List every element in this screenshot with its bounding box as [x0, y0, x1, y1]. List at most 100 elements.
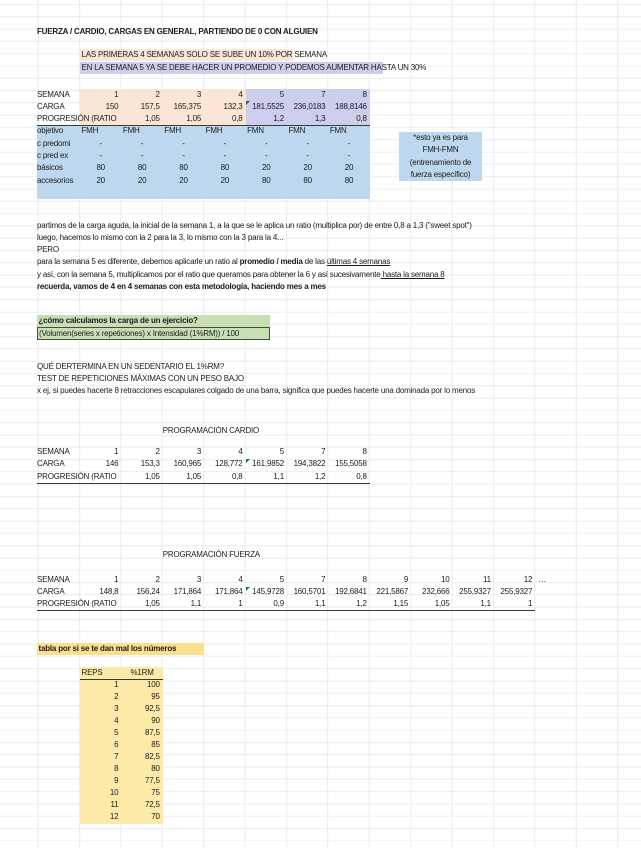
fuerza-cell-r1-c11[interactable]: 255,9327: [500, 587, 533, 597]
rm-reps-cell-4[interactable]: 4: [114, 716, 119, 726]
t1-cell-r4-c1[interactable]: -: [99, 138, 102, 148]
fuerza-cell-r1-c10[interactable]: 255,9327: [459, 587, 491, 597]
fuerza-cell-r1-c8[interactable]: 221,5867: [376, 587, 409, 597]
t1-label-3[interactable]: objetivo: [37, 126, 63, 136]
sedentario-line-2[interactable]: TEST DE REPETICIONES MÁXIMAS CON UN PESO…: [37, 374, 244, 384]
t1-cell-r0-c5[interactable]: 5: [279, 89, 284, 99]
t1-cell-r4-c3[interactable]: -: [182, 138, 185, 148]
fuerza-cell-r0-c6[interactable]: 7: [321, 574, 326, 584]
t1-cell-r0-c7[interactable]: 8: [362, 89, 367, 99]
rm-reps-cell-2[interactable]: 2: [114, 692, 119, 702]
rm-reps-cell-12[interactable]: 12: [109, 812, 119, 822]
t1-label-4[interactable]: c predomi: [37, 138, 71, 148]
t1-cell-r0-c1[interactable]: 1: [114, 89, 119, 99]
t1-cell-r4-c4[interactable]: -: [223, 138, 227, 148]
rm-pct-cell-1[interactable]: 100: [147, 680, 160, 690]
fuerza-cell-r2-c11[interactable]: 1: [528, 599, 533, 609]
t1-cell-r2-c7[interactable]: 0,8: [356, 114, 367, 124]
t1-cell-r5-c3[interactable]: -: [182, 151, 185, 161]
t1-cell-r1-c3[interactable]: 165,375: [173, 101, 202, 111]
t1-cell-r4-c6[interactable]: -: [306, 138, 309, 148]
t1-cell-r1-c1[interactable]: 150: [105, 101, 119, 111]
rm-pct-cell-8[interactable]: 80: [151, 764, 160, 774]
carga-formula-cell[interactable]: (Volumen(series x repeticiones) x Intens…: [39, 328, 240, 338]
explanation-line-4[interactable]: para la semana 5 es diferente, debemos a…: [37, 256, 472, 268]
rm-pct-cell-11[interactable]: 72,5: [145, 800, 160, 810]
fuerza-cell-r0-c1[interactable]: 1: [114, 574, 119, 584]
t1-cell-r2-c6[interactable]: 1,3: [314, 114, 326, 124]
rm-pct-cell-10[interactable]: 75: [151, 788, 160, 798]
fuerza-cell-r0-c8[interactable]: 9: [403, 574, 409, 584]
t1-cell-r3-c1[interactable]: FMH: [81, 126, 99, 136]
fuerza-cell-r0-c11[interactable]: 12: [523, 574, 533, 584]
t1-cell-r3-c5[interactable]: FMN: [247, 126, 264, 136]
t1-cell-r3-c3[interactable]: FMH: [164, 126, 182, 136]
t1-cell-r5-c1[interactable]: -: [99, 151, 102, 161]
fuerza-cell-r1-c7[interactable]: 192,6841: [334, 587, 367, 597]
cardio-table-title[interactable]: PROGRAMACIÓN CARDIO: [162, 425, 260, 435]
explanation-line-5[interactable]: y así, con la semana 5, multiplicamos po…: [37, 269, 472, 281]
fuerza-cell-r2-c7[interactable]: 1,2: [356, 599, 367, 609]
rm-reps-cell-1[interactable]: 1: [114, 680, 119, 690]
t1-cell-r6-c7[interactable]: 20: [344, 163, 354, 173]
cardio-cell-r0-c6[interactable]: 7: [321, 447, 326, 457]
fuerza-cell-r2-c10[interactable]: 1,1: [480, 599, 491, 609]
rm-header-pct[interactable]: %1RM: [130, 668, 154, 678]
rm-table-caption[interactable]: tabla por si se te dan mal los números: [37, 642, 205, 656]
cardio-cell-r1-c2[interactable]: 153,3: [140, 459, 160, 469]
t1-cell-r1-c2[interactable]: 157,5: [140, 101, 160, 111]
fuerza-cell-r2-c4[interactable]: 1: [238, 599, 243, 609]
fuerza-cell-r1-c1[interactable]: 148,8: [99, 587, 119, 597]
cardio-cell-r0-c5[interactable]: 5: [279, 447, 284, 457]
t1-cell-r0-c6[interactable]: 7: [321, 89, 326, 99]
fuerza-cell-r1-c5[interactable]: 145,9728: [252, 587, 284, 597]
sedentario-line-3[interactable]: x ej, si puedes hacerte 8 retracciones e…: [37, 386, 476, 396]
t1-cell-r2-c4[interactable]: 0,8: [232, 114, 243, 124]
t1-cell-r5-c2[interactable]: -: [140, 151, 144, 161]
fuerza-cell-r0-c2[interactable]: 2: [155, 574, 160, 584]
rm-pct-cell-2[interactable]: 95: [151, 692, 160, 702]
cardio-cell-r2-c3[interactable]: 1,05: [186, 471, 202, 481]
fuerza-cell-r0-c9[interactable]: 10: [441, 574, 450, 584]
t1-cell-r6-c5[interactable]: 20: [262, 163, 271, 173]
t1-cell-r6-c2[interactable]: 80: [137, 163, 147, 173]
t1-cell-r5-c5[interactable]: -: [265, 151, 268, 161]
cardio-cell-r0-c2[interactable]: 2: [155, 447, 160, 457]
t1-cell-r1-c4[interactable]: 132,3: [223, 101, 243, 111]
cardio-cell-r1-c3[interactable]: 160,965: [173, 459, 202, 469]
rm-pct-cell-7[interactable]: 82,5: [145, 752, 160, 762]
cardio-cell-r1-c1[interactable]: 146: [105, 459, 119, 469]
fuerza-cell-r0-c5[interactable]: 5: [279, 574, 284, 584]
fuerza-cell-r1-c4[interactable]: 171,864: [215, 587, 243, 597]
fuerza-label-0[interactable]: SEMANA: [37, 574, 70, 584]
t1-cell-r5-c6[interactable]: -: [306, 151, 309, 161]
fuerza-table-title[interactable]: PROGRAMACIÓN FUERZA: [162, 549, 260, 559]
cardio-cell-r1-c5[interactable]: 161,9852: [252, 459, 284, 469]
cardio-cell-r2-c5[interactable]: 1,1: [273, 471, 284, 481]
note-first-4-weeks[interactable]: LAS PRIMERAS 4 SEMANAS SOLO SE SUBE UN 1…: [80, 49, 327, 62]
fuerza-label-1[interactable]: CARGA: [37, 587, 65, 597]
t1-cell-r7-c3[interactable]: 20: [179, 175, 188, 185]
t1-cell-r6-c3[interactable]: 80: [179, 163, 188, 173]
t1-cell-r1-c6[interactable]: 236,0183: [293, 101, 326, 111]
rm-reps-cell-5[interactable]: 5: [114, 728, 119, 738]
fuerza-cell-r0-c7[interactable]: 8: [362, 574, 367, 584]
t1-cell-r0-c3[interactable]: 3: [196, 89, 202, 99]
cardio-cell-r0-c3[interactable]: 3: [196, 447, 202, 457]
t1-cell-r6-c4[interactable]: 80: [220, 163, 230, 173]
t1-label-0[interactable]: SEMANA: [37, 89, 70, 99]
fuerza-cell-r1-c9[interactable]: 232,666: [421, 587, 450, 597]
cardio-cell-r2-c4[interactable]: 0,8: [232, 471, 243, 481]
fuerza-cell-r2-c8[interactable]: 1,15: [393, 599, 409, 609]
cardio-cell-r1-c4[interactable]: 128,772: [215, 459, 243, 469]
t1-cell-r5-c4[interactable]: -: [223, 151, 227, 161]
cardio-label-2[interactable]: PROGRESIÓN (RATIO: [37, 471, 117, 481]
t1-cell-r7-c1[interactable]: 20: [96, 175, 105, 185]
t1-cell-r6-c6[interactable]: 20: [303, 163, 312, 173]
t1-cell-r7-c4[interactable]: 20: [220, 175, 230, 185]
rm-reps-cell-7[interactable]: 7: [114, 752, 119, 762]
explanation-line-6[interactable]: recuerda, vamos de 4 en 4 semanas con es…: [37, 281, 472, 293]
cardio-cell-r0-c4[interactable]: 4: [238, 447, 243, 457]
t1-cell-r4-c2[interactable]: -: [140, 138, 144, 148]
t1-cell-r7-c7[interactable]: 80: [344, 175, 354, 185]
